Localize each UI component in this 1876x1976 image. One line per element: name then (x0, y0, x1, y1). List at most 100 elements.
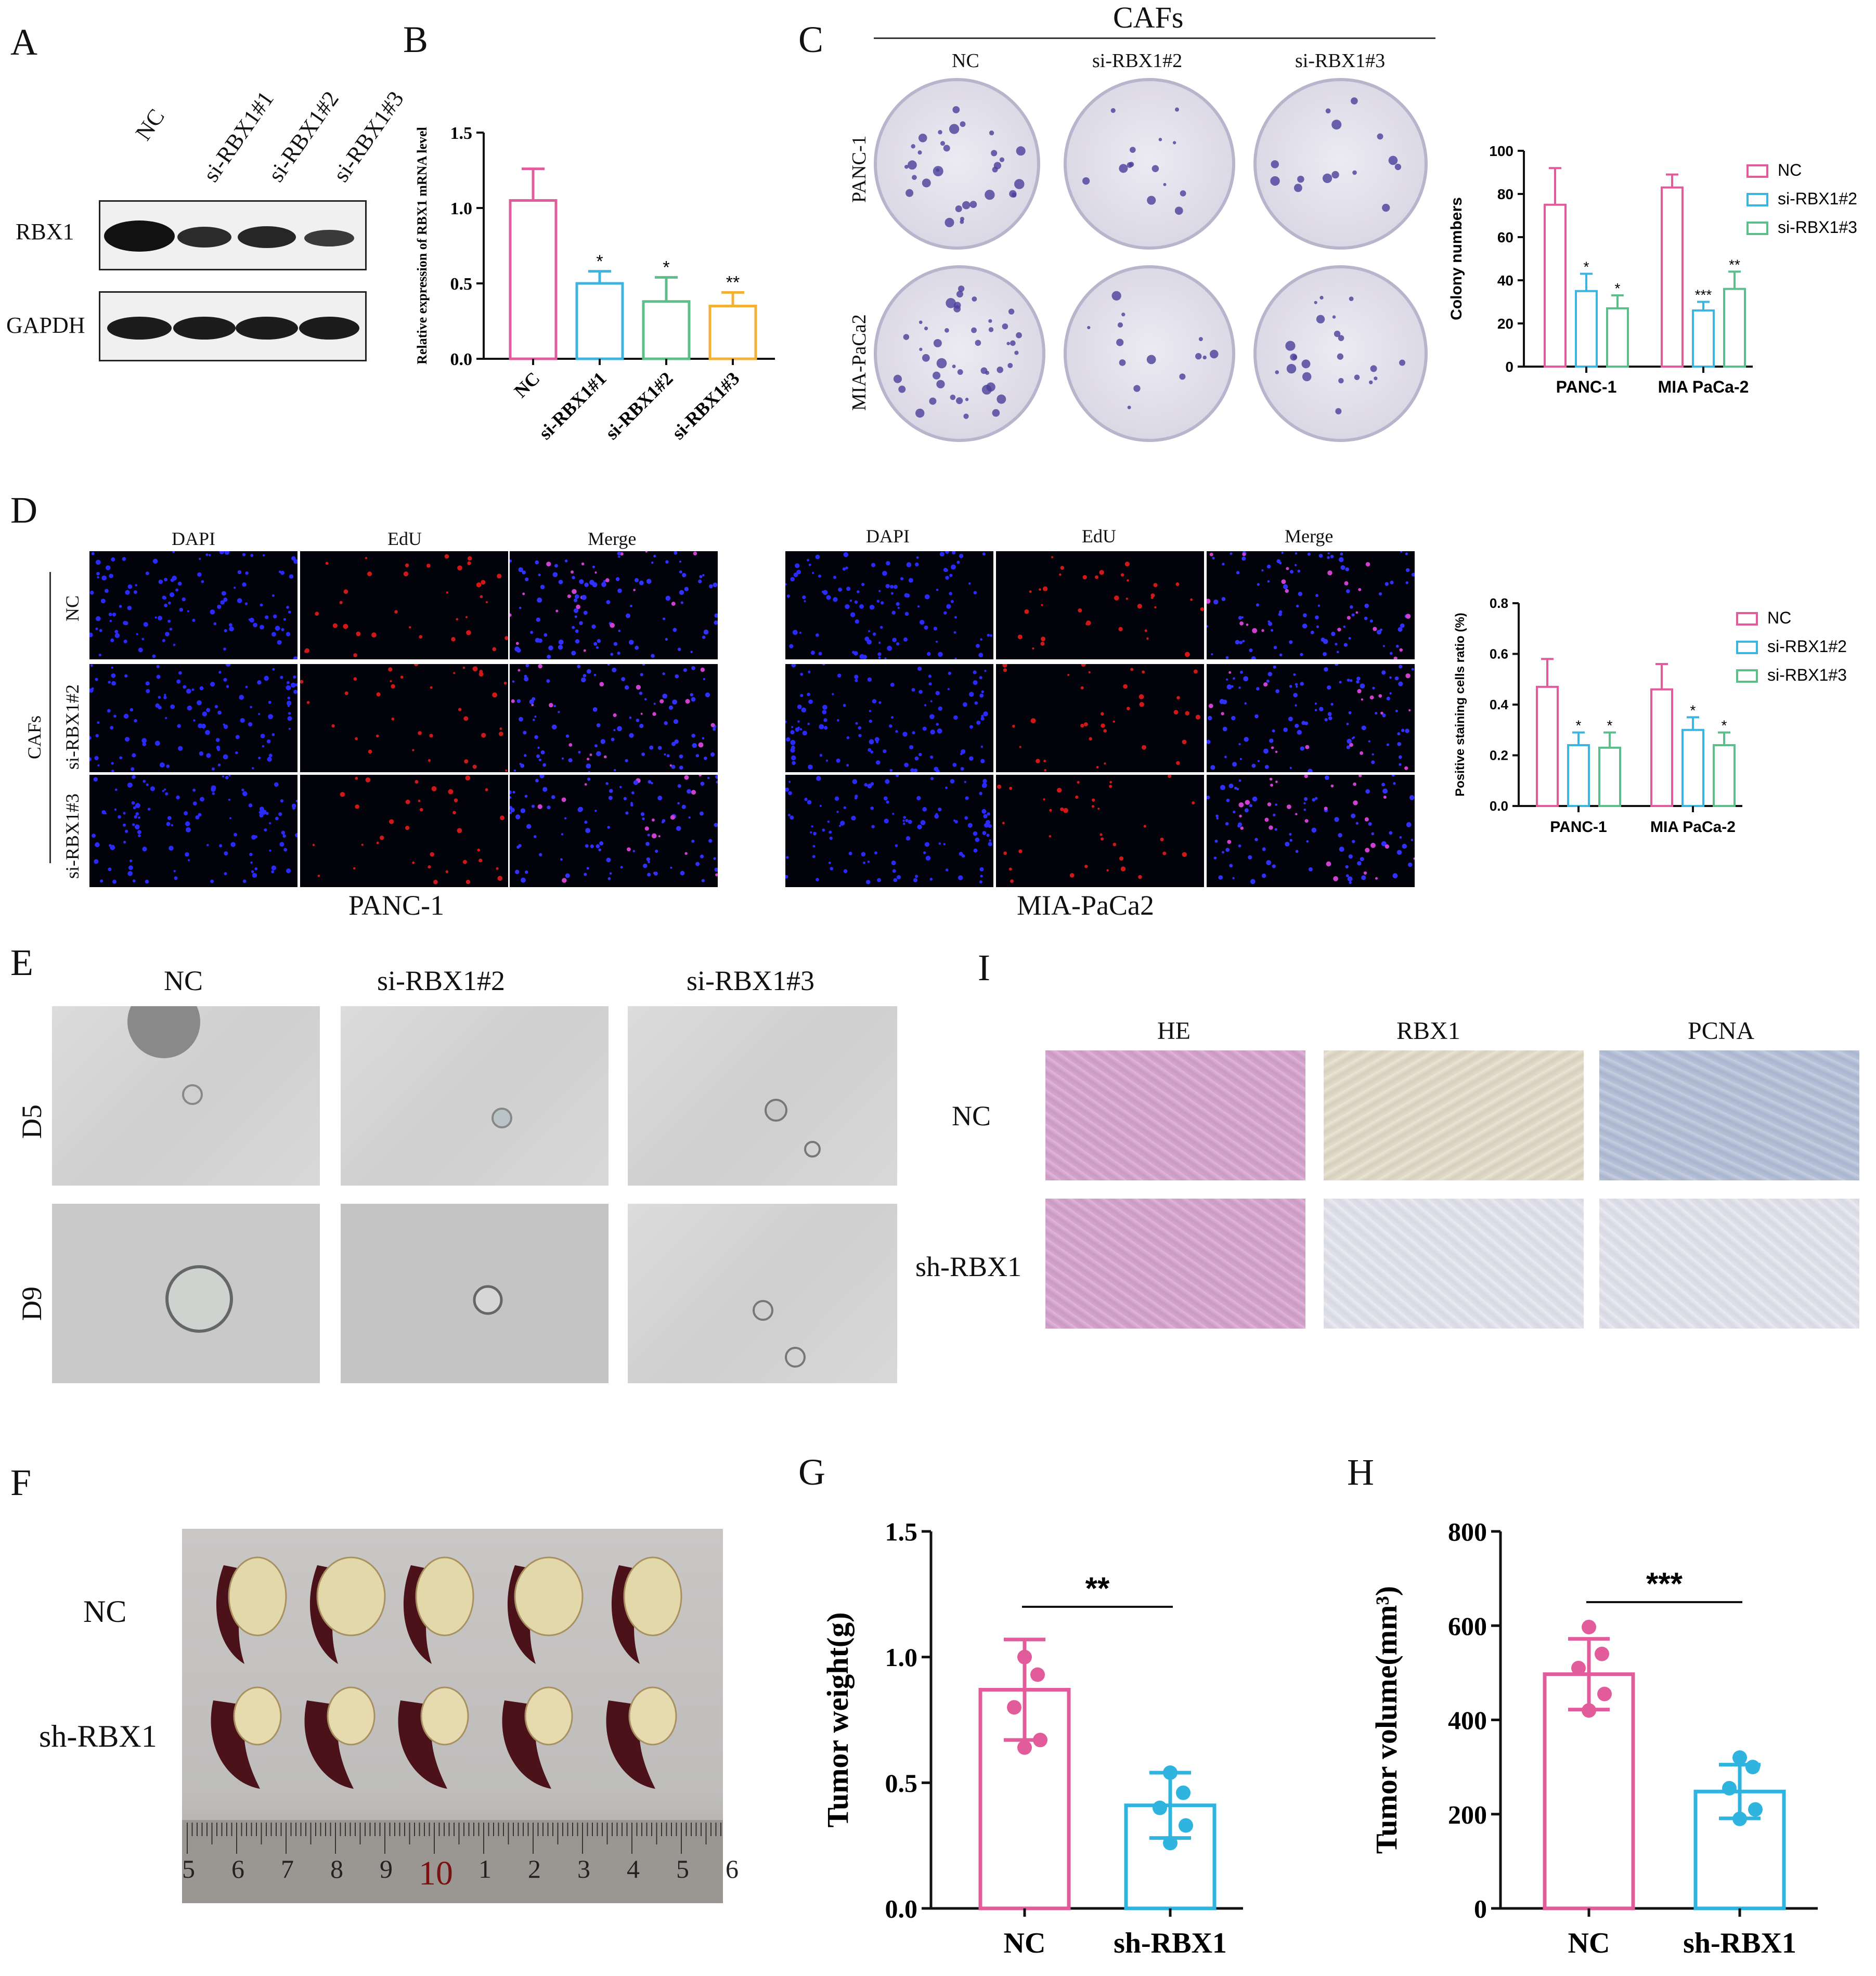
cell-dot (162, 790, 164, 792)
cell-dot (109, 619, 112, 622)
cell-dot (1338, 557, 1344, 563)
colony-dot (1110, 108, 1116, 113)
cell-dot (167, 601, 171, 605)
cell-dot (1239, 758, 1242, 760)
cell-dot (1216, 817, 1219, 820)
cell-dot (249, 617, 254, 623)
cell-dot (1337, 628, 1341, 632)
cell-dot (927, 652, 931, 656)
cell-dot (1404, 766, 1408, 770)
colony-dot (1163, 183, 1167, 186)
colony-dot (1377, 133, 1383, 140)
cell-dot (791, 745, 795, 750)
cell-dot (176, 795, 180, 800)
cell-dot (1330, 784, 1334, 788)
cell-dot (654, 872, 658, 876)
cell-dot (1385, 582, 1389, 586)
cell-dot (216, 746, 221, 750)
cell-dot (839, 824, 842, 827)
cell-dot (1274, 828, 1277, 831)
cell-dot (1244, 808, 1249, 813)
cell-dot (1272, 729, 1275, 733)
ruler-number: 2 (528, 1854, 541, 1883)
cell-dot (448, 789, 454, 795)
cell-dot (95, 734, 99, 738)
y-tick-label: 1.5 (450, 124, 473, 143)
cell-dot (804, 798, 808, 801)
y-tick-label: 200 (1448, 1800, 1487, 1829)
colony-dot (1271, 160, 1279, 168)
legend-swatch (1736, 641, 1758, 654)
cell-dot (583, 610, 588, 615)
cell-dot (89, 736, 92, 740)
cell-dot (945, 551, 949, 554)
cell-dot (590, 844, 594, 849)
cell-dot (647, 834, 650, 837)
cell-dot (95, 678, 98, 681)
ihc-image (1599, 1199, 1859, 1329)
cell-dot (655, 849, 658, 853)
cell-dot (163, 596, 167, 600)
bar (708, 305, 757, 360)
cell-dot (979, 867, 984, 872)
cell-dot (536, 617, 540, 622)
cell-dot (715, 775, 718, 779)
colony-dot (1174, 107, 1180, 112)
cell-dot (1295, 683, 1298, 686)
cell-dot (1348, 854, 1353, 859)
cell-dot (412, 749, 415, 751)
colony-dot (1147, 196, 1156, 205)
cell-dot (908, 578, 913, 583)
cell-dot (1370, 842, 1376, 848)
colony-dot (1002, 323, 1008, 330)
cell-dot (152, 558, 158, 564)
colony-dot (993, 162, 1002, 170)
cell-dot (542, 787, 548, 792)
cell-dot (908, 820, 912, 824)
cell-dot (452, 811, 456, 815)
cell-dot (210, 879, 214, 883)
y-tick-label: 1.0 (885, 1643, 918, 1672)
cell-dot (703, 678, 706, 681)
cell-dot (886, 800, 889, 804)
cell-dot (163, 788, 166, 791)
colony-dot (915, 408, 925, 418)
cell-dot (123, 823, 126, 827)
cell-dot (96, 571, 100, 576)
cell-dot (1300, 746, 1304, 751)
cafs-header-rule (874, 37, 1435, 39)
sphere-column-label: si-RBX1#2 (377, 965, 506, 996)
cell-dot (1214, 839, 1218, 843)
cell-dot (1041, 604, 1043, 606)
cell-dot (1244, 737, 1249, 742)
cell-dot (134, 815, 138, 819)
edu-fluorescence-image (300, 551, 508, 659)
cell-dot (125, 590, 130, 595)
cell-dot (1114, 595, 1119, 601)
cell-dot (596, 646, 599, 649)
cell-dot (101, 810, 106, 814)
cell-dot (592, 565, 596, 568)
cell-dot (612, 667, 617, 672)
cell-dot (1348, 637, 1351, 640)
cell-dot (1235, 640, 1240, 645)
cell-dot (111, 681, 116, 686)
sphere-image (341, 1006, 609, 1186)
cell-dot (1041, 636, 1046, 642)
cell-dot (872, 632, 876, 636)
cell-dot (537, 597, 542, 603)
cell-dot (1267, 672, 1273, 677)
significance-label: * (1690, 702, 1696, 718)
cell-dot (1270, 784, 1273, 787)
spleen (211, 1700, 260, 1789)
cell-dot (822, 705, 827, 710)
colony-dish (1064, 78, 1235, 250)
cell-dot (1364, 616, 1368, 620)
cell-dot (306, 701, 310, 704)
cell-dot (904, 593, 909, 598)
cell-dot (1286, 567, 1289, 570)
cell-dot (353, 653, 357, 657)
cell-dot (579, 579, 584, 584)
cell-dot (934, 814, 939, 819)
cell-dot (1127, 579, 1129, 582)
